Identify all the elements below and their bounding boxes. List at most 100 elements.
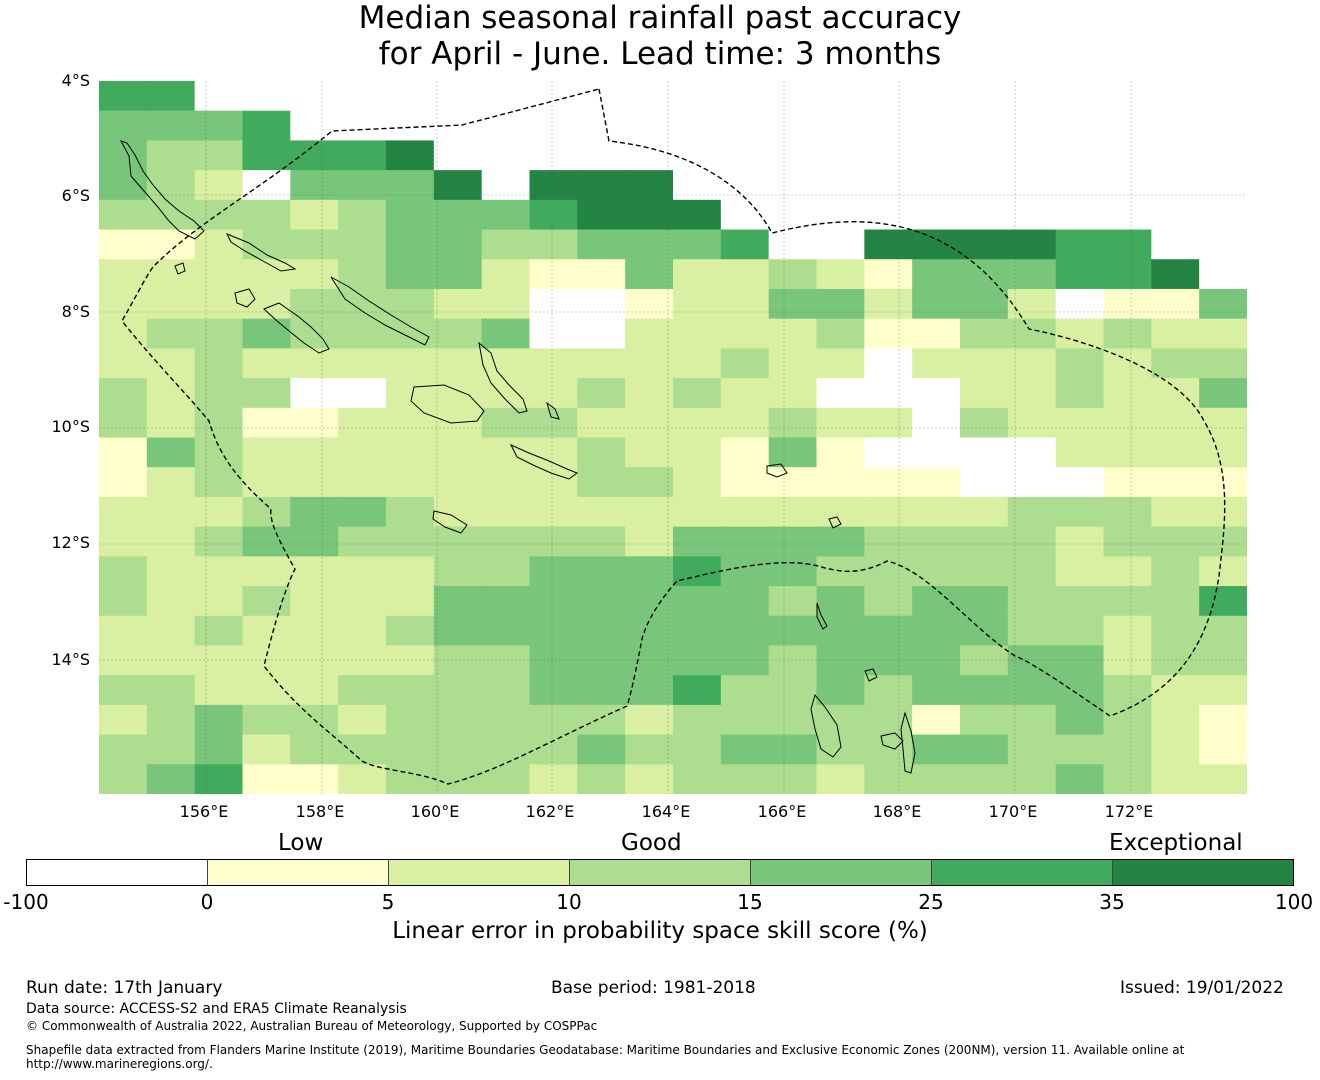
grid-cell: [386, 288, 435, 320]
chart-title-line-1: Median seasonal rainfall past accuracy: [358, 0, 962, 36]
grid-cell: [433, 378, 483, 409]
grid-cell: [720, 526, 770, 557]
grid-cell: [386, 170, 435, 201]
grid-cell: [673, 110, 722, 142]
grid-cell: [673, 348, 722, 379]
grid-cell: [146, 467, 196, 498]
grid-cell: [1103, 81, 1152, 112]
grid-cell: [1007, 407, 1057, 439]
grid-cell: [1151, 348, 1200, 379]
grid-cell: [433, 734, 483, 765]
grid-cell: [1151, 734, 1200, 765]
grid-cell: [1103, 318, 1152, 349]
grid-cell: [338, 259, 387, 290]
lon-label-166e: 166°E: [757, 802, 807, 821]
grid-cell: [864, 645, 913, 676]
grid-cell: [433, 318, 483, 349]
grid-cell: [290, 437, 339, 468]
grid-cell: [1055, 704, 1105, 736]
new-georgia-coast: [234, 288, 256, 308]
grid-cell: [816, 288, 865, 320]
grid-cell: [673, 615, 722, 647]
grid-cell: [99, 615, 148, 647]
grid-cell: [912, 110, 961, 142]
grid-cell: [529, 526, 578, 557]
grid-cell: [720, 496, 770, 528]
grid-cell: [768, 110, 818, 142]
grid-cell: [529, 199, 578, 231]
grid-cell: [1151, 704, 1200, 736]
grid-cell: [912, 645, 961, 676]
grid-cell: [720, 586, 770, 617]
grid-cell: [864, 288, 913, 320]
grid-cell: [577, 675, 626, 706]
grid-cell: [1055, 318, 1105, 349]
grid-cell: [816, 199, 865, 231]
grid-cell: [481, 467, 531, 498]
grid-cell: [768, 348, 818, 379]
legend-tick-minus100: -100: [3, 890, 49, 914]
grid-cell: [816, 348, 865, 379]
grid-cell: [99, 229, 148, 260]
grid-cell: [1199, 556, 1247, 587]
grid-cell: [290, 348, 339, 379]
grid-cell: [99, 467, 148, 498]
espiritu-santo-coast: [810, 693, 842, 758]
ontong-java-coast: [546, 401, 560, 420]
grid-cell: [625, 526, 674, 557]
grid-cell: [146, 764, 196, 794]
coastlines: [119, 140, 916, 774]
grid-cell: [1103, 259, 1152, 290]
grid-cell: [146, 348, 196, 379]
grid-cell: [194, 615, 244, 647]
legend-swatch: [751, 860, 932, 885]
grid-cell: [912, 437, 961, 468]
grid-cell: [577, 348, 626, 379]
grid-cell: [960, 615, 1009, 647]
grid-cell: [912, 467, 961, 498]
grid-cell: [1103, 734, 1152, 765]
grid-cell: [1199, 704, 1247, 736]
grid-cell: [529, 170, 578, 201]
grid-cell: [194, 556, 244, 587]
grid-cell: [481, 378, 531, 409]
grid-cell: [194, 259, 244, 290]
grid-cell: [816, 437, 865, 468]
grid-cell: [290, 318, 339, 349]
grid-cell: [577, 110, 626, 142]
grid-cell: [242, 348, 291, 379]
grid-cell: [625, 259, 674, 290]
grid-cell: [720, 437, 770, 468]
grid-cell: [673, 259, 722, 290]
grid-cell: [290, 199, 339, 231]
grid-cell: [768, 526, 818, 557]
run-date: Run date: 17th January: [26, 978, 223, 998]
grid-cell: [99, 81, 148, 112]
grid-cell: [1055, 556, 1105, 587]
grid-cell: [577, 526, 626, 557]
grid-cell: [386, 467, 435, 498]
grid-cell: [1007, 586, 1057, 617]
grid-cell: [481, 734, 531, 765]
lon-label-168e: 168°E: [872, 802, 922, 821]
grid-cell: [673, 496, 722, 528]
grid-cell: [768, 259, 818, 290]
grid-cell: [99, 110, 148, 142]
grid-cell: [673, 170, 722, 201]
grid-cell: [577, 645, 626, 676]
grid-cell: [433, 675, 483, 706]
grid-cell: [242, 110, 291, 142]
grid-cell: [433, 526, 483, 557]
grid-cell: [912, 288, 961, 320]
legend-swatch: [932, 860, 1113, 885]
legend-swatch: [208, 860, 389, 885]
grid-cell: [433, 586, 483, 617]
grid-cell: [433, 704, 483, 736]
lat-label-8s: 8°S: [61, 302, 90, 321]
grid-cell: [960, 81, 1009, 112]
santa-cruz-coast: [766, 463, 788, 478]
grid-cell: [960, 348, 1009, 379]
grid-cell: [433, 496, 483, 528]
grid-cell: [960, 526, 1009, 557]
grid-cell: [720, 615, 770, 647]
